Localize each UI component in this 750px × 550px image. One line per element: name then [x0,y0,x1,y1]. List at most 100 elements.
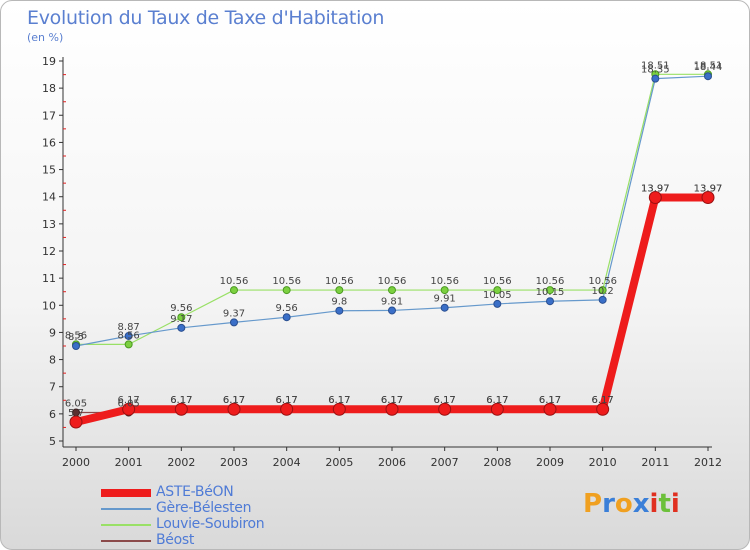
data-label: 8.56 [118,330,140,341]
data-point [282,313,291,322]
data-label: 10.56 [430,276,459,287]
y-tick-label: 7 [49,381,56,394]
legend-item: Gère-Bélesten [101,500,331,517]
data-point [177,323,186,332]
data-label: 6.17 [170,395,192,406]
x-tick-label: 2004 [273,456,301,469]
legend-item: ASTE-BéON [101,484,331,501]
data-label: 6.17 [592,395,614,406]
y-tick-label: 18 [42,82,56,95]
data-label: 6.17 [539,395,561,406]
data-point [385,402,399,416]
data-label: 8.87 [118,322,140,333]
data-label: 6.17 [434,395,456,406]
y-tick-label: 19 [42,55,56,68]
data-label: 10.56 [536,276,565,287]
data-label: 6.17 [328,395,350,406]
data-label: 10.15 [536,287,565,298]
legend-swatch [101,540,151,542]
logo-letter: x [632,489,650,519]
logo-letter: r [602,489,615,519]
data-label: 18.51 [694,60,723,71]
data-label: 6.17 [486,395,508,406]
chart-title: Evolution du Taux de Taxe d'Habitation [27,7,385,29]
legend-swatch [101,508,151,510]
data-label: 18.44 [694,62,723,73]
data-point [596,402,610,416]
data-label: 6.17 [276,395,298,406]
data-point [388,286,396,295]
data-label: 10.56 [272,276,301,287]
x-tick-label: 2008 [483,456,511,469]
data-label: 6.17 [223,395,245,406]
data-label: 9.56 [276,303,298,314]
data-point [177,313,186,322]
logo-letter: P [583,489,603,519]
x-tick-label: 2009 [536,456,564,469]
data-label: 9.81 [381,296,403,307]
data-label: 6.17 [381,395,403,406]
data-label: 10.56 [588,276,617,287]
data-label: 18.51 [641,60,670,71]
data-point [124,331,133,340]
y-tick-label: 13 [42,218,56,231]
data-point [648,191,662,205]
data-label: 10.56 [378,276,407,287]
proxiti-logo: Proxiti [583,489,680,519]
data-point [282,286,291,295]
data-point [280,402,294,416]
legend-label: ASTE-BéON [156,484,234,500]
data-point [704,72,712,81]
data-label: 6.17 [328,395,350,406]
legend-label: Gère-Bélesten [156,500,252,516]
data-label: 10.56 [325,276,354,287]
data-point [438,402,452,416]
y-tick-label: 12 [42,245,56,258]
data-point [388,306,396,315]
x-tick-label: 2006 [378,456,406,469]
y-tick-label: 9 [49,326,56,339]
x-tick-label: 2001 [115,456,143,469]
data-label: 8.5 [68,332,84,343]
data-label: 10.56 [220,276,249,287]
x-tick-label: 2003 [220,456,248,469]
data-label: 6.05 [118,399,140,410]
data-point [230,286,238,295]
data-point [651,74,660,83]
data-label: 13.97 [694,184,723,195]
data-point [69,415,83,429]
data-point [701,191,715,205]
data-label: 13.97 [641,184,670,195]
data-point [72,342,80,350]
data-label: 6.17 [170,395,192,406]
data-label: 6.05 [65,399,87,410]
data-label: 6.17 [539,395,561,406]
data-point [440,303,449,312]
y-tick-label: 6 [49,408,56,421]
y-tick-label: 14 [42,191,56,204]
data-label: 13.97 [694,184,723,195]
logo-letter: t [658,489,671,519]
data-label: 9.8 [331,297,347,308]
x-tick-label: 2007 [431,456,459,469]
data-point [546,297,554,306]
logo-letter: o [614,489,633,519]
data-point [230,318,238,327]
y-tick-label: 17 [42,109,56,122]
x-tick-label: 2005 [325,456,353,469]
y-tick-label: 11 [42,272,56,285]
y-tick-label: 8 [49,354,56,367]
y-tick-label: 10 [42,299,56,312]
data-label: 9.37 [223,308,245,319]
legend-label: Béost [156,532,195,548]
data-point [493,299,502,308]
data-label: 8.56 [65,330,87,341]
data-label: 18.35 [641,65,670,76]
data-label: 6.17 [223,395,245,406]
chart-subtitle: (en %) [27,31,64,44]
data-label: 6.17 [592,395,614,406]
legend-item: Louvie-Soubiron [101,516,331,533]
data-label: 10.2 [592,286,614,297]
y-tick-label: 15 [42,164,56,177]
